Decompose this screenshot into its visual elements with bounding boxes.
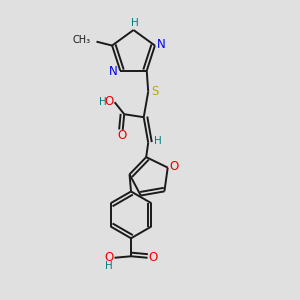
Text: H: H <box>99 97 107 106</box>
Text: S: S <box>151 85 158 98</box>
Text: H: H <box>131 17 139 28</box>
Text: N: N <box>109 65 118 78</box>
Text: O: O <box>104 95 113 108</box>
Text: O: O <box>104 251 114 264</box>
Text: O: O <box>118 129 127 142</box>
Text: O: O <box>148 251 158 264</box>
Text: N: N <box>157 38 166 50</box>
Text: O: O <box>170 160 179 173</box>
Text: H: H <box>105 261 113 271</box>
Text: CH₃: CH₃ <box>73 35 91 45</box>
Text: H: H <box>154 136 162 146</box>
